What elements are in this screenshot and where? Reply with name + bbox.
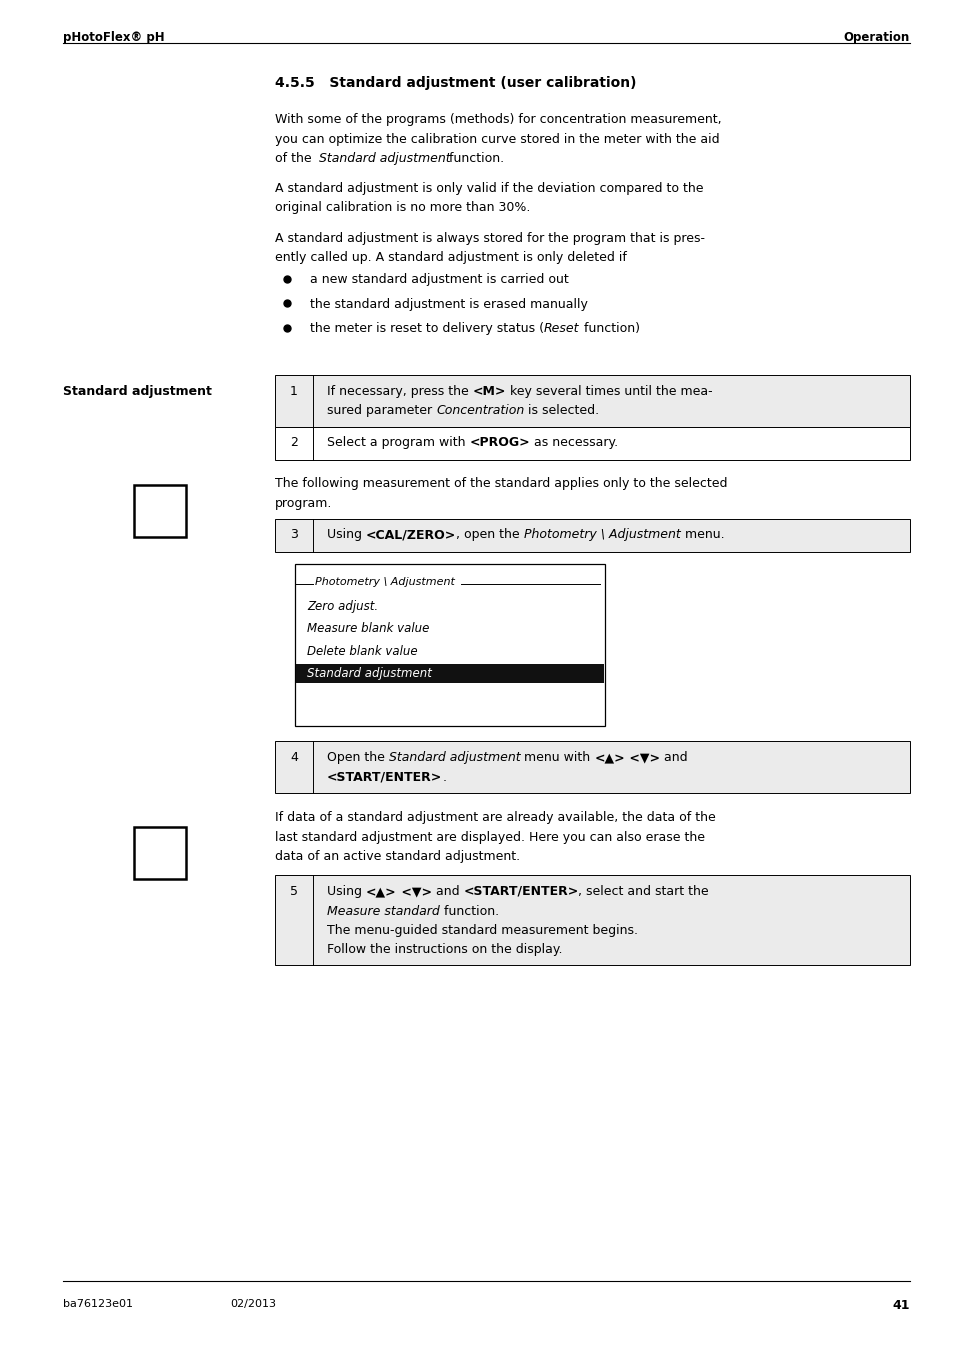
Text: <M>: <M>	[473, 385, 506, 397]
Text: Measure blank value: Measure blank value	[307, 621, 429, 635]
Text: <▼>: <▼>	[396, 885, 431, 898]
Text: .: .	[442, 770, 446, 784]
Text: last standard adjustment are displayed. Here you can also erase the: last standard adjustment are displayed. …	[274, 831, 704, 843]
Bar	[294, 563, 604, 725]
Text: Select a program with: Select a program with	[327, 435, 469, 449]
Text: data of an active standard adjustment.: data of an active standard adjustment.	[274, 850, 519, 863]
Text: Measure standard: Measure standard	[327, 905, 439, 917]
Text: and: and	[431, 885, 463, 898]
Text: A standard adjustment is only valid if the deviation compared to the: A standard adjustment is only valid if t…	[274, 182, 702, 195]
Bar	[274, 427, 909, 459]
Text: function.: function.	[439, 905, 498, 917]
Text: , select and start the: , select and start the	[578, 885, 708, 898]
Text: <START/ENTER>: <START/ENTER>	[463, 885, 578, 898]
Text: The menu-guided standard measurement begins.: The menu-guided standard measurement beg…	[327, 924, 638, 938]
Text: <▲>: <▲>	[594, 751, 624, 765]
Bar	[274, 374, 909, 427]
Text: The following measurement of the standard applies only to the selected: The following measurement of the standar…	[274, 477, 727, 490]
Text: pHotoFlex® pH: pHotoFlex® pH	[63, 31, 165, 45]
Text: With some of the programs (methods) for concentration measurement,: With some of the programs (methods) for …	[274, 113, 720, 126]
Text: ba76123e01: ba76123e01	[63, 1300, 132, 1309]
Text: as necessary.: as necessary.	[530, 435, 618, 449]
Text: you can optimize the calibration curve stored in the meter with the aid: you can optimize the calibration curve s…	[274, 132, 719, 146]
Text: Delete blank value: Delete blank value	[307, 644, 417, 658]
Text: ently called up. A standard adjustment is only deleted if: ently called up. A standard adjustment i…	[274, 251, 626, 263]
Text: is selected.: is selected.	[524, 404, 598, 417]
Text: the standard adjustment is erased manually: the standard adjustment is erased manual…	[310, 297, 587, 311]
Text: original calibration is no more than 30%.: original calibration is no more than 30%…	[274, 201, 530, 215]
Text: 3: 3	[290, 528, 297, 540]
Text: <PROG>: <PROG>	[469, 435, 530, 449]
Bar	[274, 875, 909, 965]
Text: Using: Using	[327, 885, 366, 898]
Text: Using: Using	[327, 528, 366, 540]
Text: 2: 2	[290, 435, 297, 449]
Text: function): function)	[578, 322, 639, 335]
Text: the meter is reset to delivery status (: the meter is reset to delivery status (	[310, 322, 543, 335]
Text: Standard adjustment: Standard adjustment	[389, 751, 520, 765]
Text: and: and	[659, 751, 687, 765]
Text: If necessary, press the: If necessary, press the	[327, 385, 473, 397]
Text: a new standard adjustment is carried out: a new standard adjustment is carried out	[310, 273, 568, 286]
Bar	[133, 827, 186, 880]
Text: i: i	[155, 494, 164, 519]
Text: Follow the instructions on the display.: Follow the instructions on the display.	[327, 943, 562, 957]
Text: 1: 1	[290, 385, 297, 397]
Text: Operation: Operation	[842, 31, 909, 45]
Bar	[295, 663, 603, 684]
Text: Photometry \ Adjustment: Photometry \ Adjustment	[523, 528, 679, 540]
Text: Standard adjustment: Standard adjustment	[318, 153, 450, 165]
Text: sured parameter: sured parameter	[327, 404, 436, 417]
Text: Photometry \ Adjustment: Photometry \ Adjustment	[314, 577, 455, 586]
Text: Standard adjustment: Standard adjustment	[63, 385, 212, 397]
Text: A standard adjustment is always stored for the program that is pres-: A standard adjustment is always stored f…	[274, 231, 704, 245]
Text: 5: 5	[290, 885, 297, 898]
Text: 4: 4	[290, 751, 297, 765]
Text: i: i	[155, 838, 164, 861]
Text: 41: 41	[892, 1300, 909, 1312]
Text: key several times until the mea-: key several times until the mea-	[506, 385, 712, 397]
Text: Standard adjustment: Standard adjustment	[307, 667, 432, 680]
Text: menu with: menu with	[520, 751, 594, 765]
Text: , open the: , open the	[456, 528, 523, 540]
Text: Concentration: Concentration	[436, 404, 524, 417]
Text: 02/2013: 02/2013	[230, 1300, 275, 1309]
Text: <START/ENTER>: <START/ENTER>	[327, 770, 442, 784]
Text: function.: function.	[444, 153, 503, 165]
Text: <CAL/ZERO>: <CAL/ZERO>	[366, 528, 456, 540]
Text: of the: of the	[274, 153, 315, 165]
Text: program.: program.	[274, 497, 332, 509]
Text: menu.: menu.	[679, 528, 723, 540]
Text: <▲>: <▲>	[366, 885, 396, 898]
Bar	[274, 519, 909, 553]
Text: Reset: Reset	[543, 322, 578, 335]
Bar	[274, 740, 909, 793]
Text: Open the: Open the	[327, 751, 389, 765]
Text: <▼>: <▼>	[624, 751, 659, 765]
Text: 4.5.5   Standard adjustment (user calibration): 4.5.5 Standard adjustment (user calibrat…	[274, 76, 636, 91]
Bar	[133, 485, 186, 536]
Text: Zero adjust.: Zero adjust.	[307, 600, 377, 612]
Text: If data of a standard adjustment are already available, the data of the: If data of a standard adjustment are alr…	[274, 811, 715, 824]
